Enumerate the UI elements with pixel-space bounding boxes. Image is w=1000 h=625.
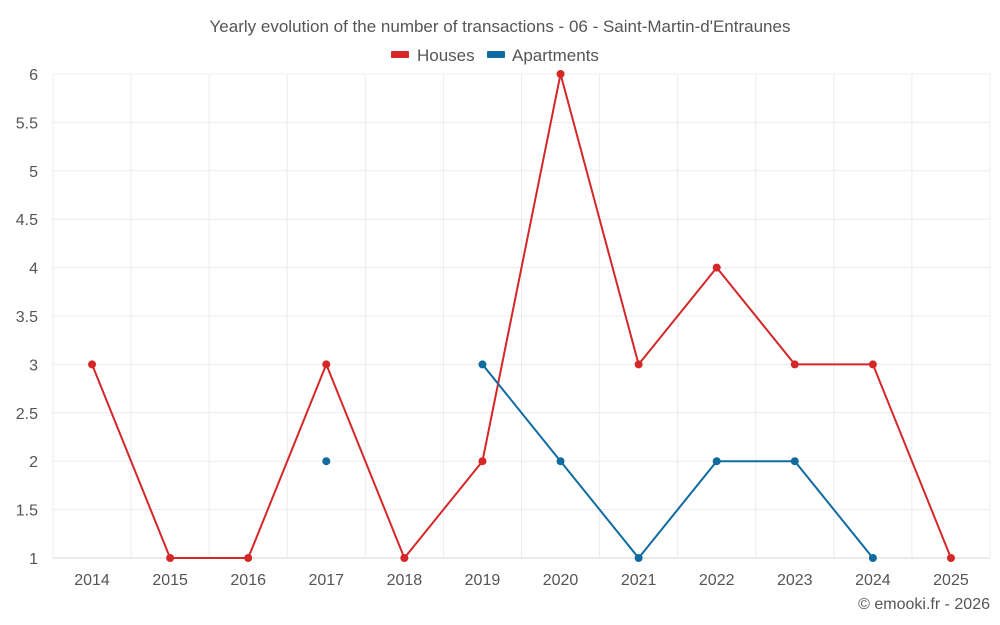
x-tick-label: 2023 bbox=[777, 572, 813, 589]
series-line-houses bbox=[91, 73, 952, 559]
series-line-apartments bbox=[481, 363, 874, 559]
y-axis: 1 1.5 2 2.5 3 3.5 4 4.5 5 5.5 6 bbox=[16, 67, 38, 568]
credit-text: © emooki.fr - 2026 bbox=[858, 596, 990, 613]
x-tick-label: 2021 bbox=[621, 572, 657, 589]
legend-item-apartments[interactable]: Apartments bbox=[487, 46, 599, 65]
legend-item-houses[interactable]: Houses bbox=[391, 46, 475, 65]
y-tick-label: 1 bbox=[29, 551, 38, 568]
chart-title: Yearly evolution of the number of transa… bbox=[210, 17, 791, 36]
y-tick-label: 1.5 bbox=[16, 503, 38, 520]
x-tick-label: 2019 bbox=[465, 572, 501, 589]
data-point-apartments-2023[interactable] bbox=[790, 457, 799, 466]
x-tick-label: 2020 bbox=[543, 572, 579, 589]
legend-swatch-houses bbox=[391, 51, 409, 58]
y-tick-label: 2 bbox=[29, 454, 38, 471]
y-tick-label: 4.5 bbox=[16, 212, 38, 229]
y-tick-label: 4 bbox=[29, 261, 38, 278]
data-point-houses-2018[interactable] bbox=[400, 554, 409, 562]
x-tick-label: 2022 bbox=[699, 572, 735, 589]
data-point-apartments-2022[interactable] bbox=[712, 457, 721, 466]
data-point-apartments-2020[interactable] bbox=[556, 457, 565, 466]
series-apartments bbox=[322, 360, 877, 562]
series-houses bbox=[88, 70, 955, 562]
legend-label-houses: Houses bbox=[417, 46, 475, 65]
x-tick-label: 2015 bbox=[152, 572, 188, 589]
legend: Houses Apartments bbox=[391, 46, 599, 65]
data-point-houses-2019[interactable] bbox=[478, 457, 487, 466]
data-point-apartments-2024[interactable] bbox=[868, 554, 877, 562]
data-point-houses-2021[interactable] bbox=[634, 360, 643, 369]
data-point-houses-2017[interactable] bbox=[322, 360, 331, 369]
data-point-houses-2016[interactable] bbox=[244, 554, 253, 562]
y-tick-label: 5 bbox=[29, 164, 38, 181]
legend-swatch-apartments bbox=[487, 51, 505, 58]
data-point-houses-2020[interactable] bbox=[556, 70, 565, 78]
x-tick-label: 2014 bbox=[74, 572, 110, 589]
gridlines bbox=[52, 73, 991, 559]
x-tick-label: 2018 bbox=[387, 572, 423, 589]
y-tick-label: 5.5 bbox=[16, 115, 38, 132]
series bbox=[88, 70, 955, 562]
y-tick-label: 2.5 bbox=[16, 406, 38, 423]
data-point-houses-2022[interactable] bbox=[712, 263, 721, 272]
x-tick-label: 2017 bbox=[308, 572, 344, 589]
legend-label-apartments: Apartments bbox=[512, 46, 599, 65]
data-point-apartments-2019[interactable] bbox=[478, 360, 487, 369]
y-tick-label: 6 bbox=[29, 67, 38, 84]
x-axis: 2014 2015 2016 2017 2018 2019 2020 2021 2022 2023… bbox=[74, 572, 969, 589]
data-point-apartments-2021[interactable] bbox=[634, 554, 643, 562]
data-point-houses-2023[interactable] bbox=[790, 360, 799, 369]
x-tick-label: 2025 bbox=[933, 572, 969, 589]
y-tick-label: 3 bbox=[29, 357, 38, 374]
data-point-houses-2025[interactable] bbox=[946, 554, 955, 562]
data-point-houses-2014[interactable] bbox=[88, 360, 97, 369]
data-point-apartments-2017[interactable] bbox=[322, 457, 331, 466]
data-point-houses-2015[interactable] bbox=[166, 554, 175, 562]
x-tick-label: 2016 bbox=[230, 572, 266, 589]
data-point-houses-2024[interactable] bbox=[868, 360, 877, 369]
x-tick-label: 2024 bbox=[855, 572, 891, 589]
y-tick-label: 3.5 bbox=[16, 309, 38, 326]
